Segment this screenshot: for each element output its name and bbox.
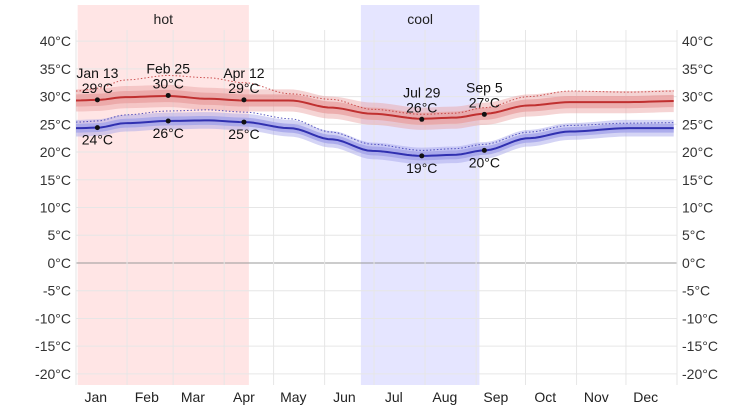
y-tick-label-left: 10°C — [40, 200, 71, 216]
annotation-date: Apr 12 — [223, 65, 264, 81]
y-tick-label-left: 25°C — [40, 116, 71, 132]
y-tick-label-right: 10°C — [682, 200, 713, 216]
y-tick-label-left: -10°C — [35, 310, 71, 326]
annotation-point — [481, 111, 487, 117]
y-tick-label-left: 0°C — [48, 255, 72, 271]
annotation-point — [481, 147, 487, 153]
month-label: Sep — [483, 389, 508, 405]
annotation-value: 27°C — [469, 94, 500, 110]
series-lines — [75, 74, 674, 157]
y-tick-label-left: 35°C — [40, 61, 71, 77]
axis-ticks: 40°C 40°C 35°C 35°C 30°C 30°C 25°C 25°C 20°C 20°C… — [35, 33, 718, 405]
month-label: Feb — [135, 389, 159, 405]
y-tick-label-right: 20°C — [682, 144, 713, 160]
annotation-date: Jul 29 — [403, 84, 441, 100]
annotation-value: 19°C — [406, 160, 437, 176]
y-tick-label-left: -5°C — [43, 283, 71, 299]
month-label: Aug — [432, 389, 457, 405]
annotation-point — [165, 118, 171, 124]
y-tick-label-left: 30°C — [40, 89, 71, 105]
y-tick-label-left: 5°C — [48, 227, 72, 243]
high-line — [75, 95, 674, 120]
annotation-date: Jan 13 — [76, 65, 118, 81]
season-bands: hot cool — [77, 5, 480, 385]
season-band-cool — [360, 5, 480, 385]
y-tick-label-right: 25°C — [682, 116, 713, 132]
month-label: Oct — [534, 389, 556, 405]
annotation-date: Sep 5 — [466, 79, 503, 95]
annotation-point — [419, 153, 425, 159]
y-tick-label-left: 20°C — [40, 144, 71, 160]
month-label: Jul — [385, 389, 403, 405]
high-record-line — [75, 74, 674, 115]
annotation-date: Feb 25 — [146, 60, 190, 76]
y-tick-label-right: -20°C — [682, 366, 718, 382]
annotation-point — [94, 97, 100, 103]
y-tick-label-right: -15°C — [682, 338, 718, 354]
annotation-value: 29°C — [82, 80, 113, 96]
month-label: Jun — [333, 389, 356, 405]
y-tick-label-left: -15°C — [35, 338, 71, 354]
month-label: Jan — [84, 389, 107, 405]
y-tick-label-right: 0°C — [682, 255, 706, 271]
annotation-value: 25°C — [228, 126, 259, 142]
annotation-point — [241, 97, 247, 103]
annotation-value: 24°C — [82, 132, 113, 148]
annotation-value: 26°C — [406, 99, 437, 115]
y-tick-label-left: 40°C — [40, 33, 71, 49]
annotation-point — [419, 116, 425, 122]
y-tick-label-right: -10°C — [682, 310, 718, 326]
annotation-value: 29°C — [228, 80, 259, 96]
month-label: Apr — [233, 389, 255, 405]
y-tick-label-right: 15°C — [682, 172, 713, 188]
annotation-point — [94, 125, 100, 131]
low-record-line — [75, 109, 674, 151]
month-label: Dec — [633, 389, 658, 405]
y-tick-label-left: 15°C — [40, 172, 71, 188]
y-tick-label-right: -5°C — [682, 283, 710, 299]
month-label: May — [280, 389, 306, 405]
annotation-value: 26°C — [153, 125, 184, 141]
season-label-hot: hot — [154, 11, 174, 27]
annotation-value: 20°C — [469, 154, 500, 170]
month-label: Mar — [181, 389, 205, 405]
annotation-value: 30°C — [153, 75, 184, 91]
y-tick-label-right: 30°C — [682, 89, 713, 105]
low-line — [75, 119, 674, 157]
month-label: Nov — [584, 389, 609, 405]
y-tick-label-left: -20°C — [35, 366, 71, 382]
annotation-point — [241, 119, 247, 125]
season-label-cool: cool — [407, 11, 433, 27]
annotation-point — [165, 92, 171, 98]
y-tick-label-right: 40°C — [682, 33, 713, 49]
y-tick-label-right: 35°C — [682, 61, 713, 77]
y-tick-label-right: 5°C — [682, 227, 706, 243]
